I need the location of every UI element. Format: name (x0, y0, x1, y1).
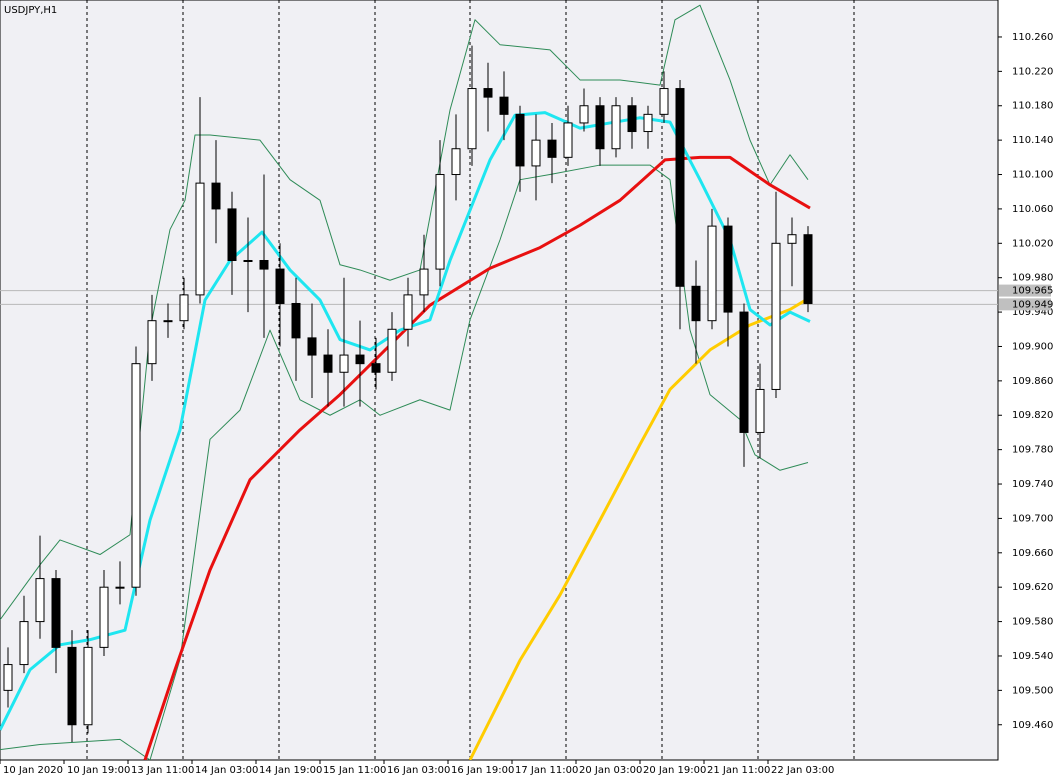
candle-body (275, 268, 285, 304)
y-tick-label: 109.700 (1012, 513, 1053, 524)
y-tick-label: 109.500 (1012, 685, 1053, 696)
price-level-label: 109.965 (1012, 286, 1053, 297)
candle-body (115, 586, 125, 589)
candle-body (323, 354, 333, 373)
plot-content (0, 0, 998, 760)
x-tick-label: 21 Jan 11:00 (707, 765, 770, 776)
candle-body (83, 646, 93, 726)
candle-body (707, 225, 717, 322)
x-tick-label: 16 Jan 19:00 (451, 765, 514, 776)
price-level-box (999, 298, 1051, 311)
candle-body (51, 578, 61, 648)
candle-body (163, 320, 173, 323)
candle-body (643, 113, 653, 133)
candle-body (307, 337, 317, 356)
x-tick-label: 16 Jan 03:00 (387, 765, 450, 776)
candle-body (499, 96, 509, 115)
y-tick-label: 109.660 (1012, 548, 1053, 559)
x-tick-label: 20 Jan 19:00 (643, 765, 706, 776)
candle-body (435, 174, 445, 270)
candle-body (131, 363, 141, 588)
x-tick-label: 10 Jan 19:00 (67, 765, 130, 776)
indicator-line (143, 155, 811, 760)
y-tick-label: 109.580 (1012, 617, 1053, 628)
candle-body (611, 105, 621, 150)
candle-body (387, 328, 397, 373)
candle-body (563, 122, 573, 158)
candle-body (723, 225, 733, 313)
candle-body (771, 242, 781, 390)
indicator-line (0, 164, 809, 760)
x-tick-label: 22 Jan 03:00 (771, 765, 834, 776)
y-tick-label: 109.980 (1012, 273, 1053, 284)
price-level-box (999, 284, 1051, 297)
candle-body (419, 268, 429, 296)
candle-body (211, 182, 221, 210)
y-tick-label: 109.740 (1012, 479, 1053, 490)
candle-body (483, 88, 493, 98)
candle-body (67, 646, 77, 726)
indicator-line (0, 111, 811, 731)
y-tick-label: 110.140 (1012, 135, 1053, 146)
candle-body (227, 208, 237, 261)
candle-body (259, 259, 269, 270)
candle-body (547, 139, 557, 158)
candle-body (787, 234, 797, 244)
candle-body (179, 294, 189, 322)
candle-body (467, 88, 477, 150)
indicator-line (468, 296, 811, 760)
y-tick-label: 109.820 (1012, 410, 1053, 421)
candle-body (739, 311, 749, 433)
y-tick-label: 109.900 (1012, 341, 1053, 352)
chart-title: USDJPY,H1 (4, 5, 57, 16)
y-tick-label: 110.260 (1012, 32, 1053, 43)
y-tick-label: 109.620 (1012, 582, 1053, 593)
candle-body (595, 105, 605, 150)
candle-body (147, 320, 157, 365)
y-tick-label: 110.100 (1012, 170, 1053, 181)
x-tick-label: 10 Jan 2020 (3, 765, 63, 776)
y-tick-label: 110.220 (1012, 66, 1053, 77)
x-tick-label: 20 Jan 03:00 (579, 765, 642, 776)
x-tick-label: 15 Jan 11:00 (323, 765, 386, 776)
x-tick-label: 14 Jan 03:00 (195, 765, 258, 776)
plot-area (0, 0, 999, 761)
y-tick-label: 110.020 (1012, 238, 1053, 249)
candle-body (19, 621, 29, 666)
candle-body (803, 234, 813, 304)
candle-body (99, 586, 109, 648)
y-tick-label: 109.780 (1012, 445, 1053, 456)
y-tick-label: 109.540 (1012, 651, 1053, 662)
x-tick-label: 17 Jan 11:00 (515, 765, 578, 776)
x-tick-label: 13 Jan 11:00 (131, 765, 194, 776)
y-tick-label: 109.940 (1012, 307, 1053, 318)
x-tick-label: 14 Jan 19:00 (259, 765, 322, 776)
y-tick-label: 110.180 (1012, 101, 1053, 112)
price-level-label: 109.949 (1012, 299, 1053, 310)
y-tick-label: 110.060 (1012, 204, 1053, 215)
candle-body (291, 302, 301, 339)
candle-body (195, 182, 205, 296)
candle-body (659, 88, 669, 115)
candle-body (339, 354, 349, 373)
candle-body (531, 139, 541, 167)
candle-body (355, 354, 365, 365)
candle-body (691, 285, 701, 322)
candle-body (755, 388, 765, 433)
candle-body (35, 578, 45, 623)
candle-body (371, 363, 381, 373)
candle-body (243, 259, 253, 262)
candle-body (451, 148, 461, 176)
y-tick-label: 109.460 (1012, 720, 1053, 731)
y-tick-label: 109.860 (1012, 376, 1053, 387)
candle-body (3, 664, 13, 691)
candle-body (403, 294, 413, 330)
candle-body (515, 113, 525, 167)
candle-body (675, 88, 685, 287)
candle-body (579, 105, 589, 124)
candle-body (627, 105, 637, 133)
